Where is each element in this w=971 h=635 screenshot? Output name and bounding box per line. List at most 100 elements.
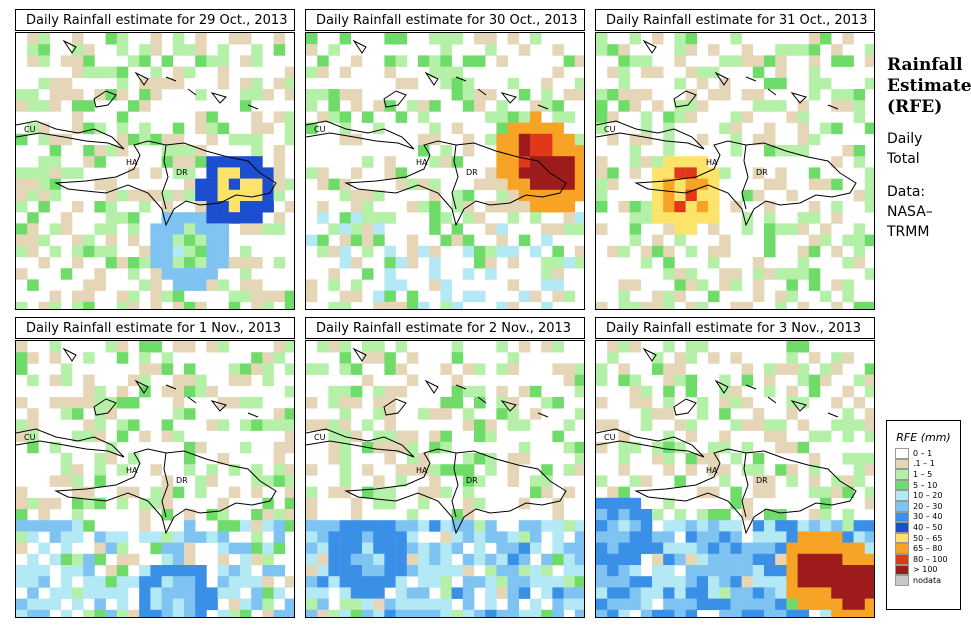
rainfall-cell bbox=[284, 419, 294, 431]
rainfall-cell bbox=[38, 520, 50, 532]
rainfall-cell bbox=[317, 212, 329, 224]
rainfall-cell bbox=[574, 408, 584, 420]
rainfall-cell bbox=[552, 363, 564, 375]
rainfall-cell bbox=[94, 609, 106, 617]
rainfall-cell bbox=[150, 341, 162, 353]
source-line: NASA– bbox=[887, 204, 933, 220]
rainfall-cell bbox=[184, 234, 196, 247]
rainfall-cell bbox=[262, 122, 274, 135]
rainfall-cell bbox=[864, 167, 874, 179]
rainfall-cell bbox=[418, 576, 430, 588]
rainfall-cell bbox=[172, 234, 185, 247]
rainfall-cell bbox=[842, 553, 854, 566]
rainfall-cell bbox=[786, 44, 798, 56]
rainfall-cell bbox=[339, 290, 352, 303]
rainfall-cell bbox=[831, 531, 843, 543]
rainfall-cell bbox=[485, 167, 497, 179]
rainfall-cell bbox=[797, 44, 810, 56]
rainfall-cell bbox=[373, 122, 385, 135]
rainfall-cell bbox=[607, 111, 619, 123]
rainfall-cell bbox=[373, 189, 385, 202]
rainfall-cell bbox=[228, 565, 241, 577]
rainfall-cell bbox=[451, 565, 464, 577]
rainfall-cell bbox=[440, 609, 452, 617]
rainfall-cell bbox=[195, 234, 207, 247]
rainfall-cell bbox=[719, 245, 731, 258]
rainfall-cell bbox=[696, 598, 709, 611]
rainfall-cell bbox=[685, 100, 698, 112]
rainfall-cell bbox=[842, 609, 854, 617]
rainfall-cell bbox=[663, 565, 675, 577]
rainfall-cell bbox=[251, 553, 263, 566]
rainfall-cell bbox=[607, 419, 619, 431]
rainfall-cell bbox=[474, 178, 486, 191]
rainfall-cell bbox=[251, 352, 263, 364]
rainfall-cell bbox=[306, 598, 318, 611]
rainfall-cell bbox=[618, 55, 630, 67]
coastlines bbox=[596, 347, 857, 535]
rainfall-cell bbox=[741, 609, 754, 617]
rainfall-cell bbox=[184, 301, 196, 309]
rainfall-cell bbox=[49, 189, 62, 202]
rainfall-cell bbox=[730, 497, 742, 510]
rainfall-cell bbox=[552, 100, 564, 112]
rainfall-cell bbox=[128, 100, 140, 112]
rainfall-cell bbox=[240, 33, 252, 45]
rainfall-cell bbox=[27, 223, 39, 235]
rainfall-cell bbox=[685, 66, 698, 79]
rainfall-cell bbox=[552, 430, 564, 443]
rainfall-cell bbox=[730, 145, 742, 157]
rainfall-cell bbox=[607, 178, 619, 191]
rainfall-cell bbox=[496, 122, 508, 135]
source-line: TRMM bbox=[887, 224, 930, 240]
rainfall-cell bbox=[451, 520, 464, 532]
rainfall-cell bbox=[362, 111, 374, 123]
rainfall-cell bbox=[764, 531, 776, 543]
rainfall-cell bbox=[730, 55, 742, 67]
rainfall-cell bbox=[685, 268, 698, 280]
rainfall-cell bbox=[273, 565, 286, 577]
rainfall-cell bbox=[552, 189, 564, 202]
rainfall-cell bbox=[618, 430, 630, 443]
rainfall-cell bbox=[251, 178, 263, 191]
legend-item: 0 – 1 bbox=[887, 448, 960, 459]
rainfall-cell bbox=[116, 290, 129, 303]
rainfall-cell bbox=[462, 531, 475, 543]
rainfall-cell bbox=[786, 587, 798, 599]
rainfall-cell bbox=[251, 44, 263, 56]
rainfall-cell bbox=[195, 201, 207, 213]
rainfall-cell bbox=[518, 553, 531, 566]
rainfall-cell bbox=[406, 100, 419, 112]
rainfall-cell bbox=[640, 66, 653, 79]
rainfall-cell bbox=[83, 576, 95, 588]
rainfall-cell bbox=[618, 598, 630, 611]
rainfall-cell bbox=[820, 178, 832, 191]
rainfall-cell bbox=[228, 464, 241, 476]
rainfall-cell bbox=[395, 576, 408, 588]
rainfall-cell bbox=[451, 609, 464, 617]
rainfall-cell bbox=[105, 257, 118, 269]
rainfall-cell bbox=[94, 598, 106, 611]
rainfall-cell bbox=[206, 531, 218, 543]
rainfall-cell bbox=[72, 44, 84, 56]
rainfall-cell bbox=[128, 453, 140, 465]
rainfall-cell bbox=[696, 189, 709, 202]
rainfall-cell bbox=[563, 576, 576, 588]
rainfall-cell bbox=[38, 234, 50, 247]
rainfall-cell bbox=[451, 156, 464, 168]
legend-swatch bbox=[895, 564, 909, 576]
rainfall-cell bbox=[273, 290, 286, 303]
rainfall-cell bbox=[596, 223, 608, 235]
rainfall-cell bbox=[674, 520, 686, 532]
rainfall-cell bbox=[530, 189, 542, 202]
rainfall-cell bbox=[563, 374, 576, 387]
rainfall-cell bbox=[485, 464, 497, 476]
rainfall-cell bbox=[752, 408, 765, 420]
rainfall-cell bbox=[94, 531, 106, 543]
rainfall-cell bbox=[350, 55, 363, 67]
rainfall-cell bbox=[607, 576, 619, 588]
rainfall-cell bbox=[730, 576, 742, 588]
rainfall-cell bbox=[150, 587, 162, 599]
rainfall-cell bbox=[240, 419, 252, 431]
rainfall-cell bbox=[596, 598, 608, 611]
